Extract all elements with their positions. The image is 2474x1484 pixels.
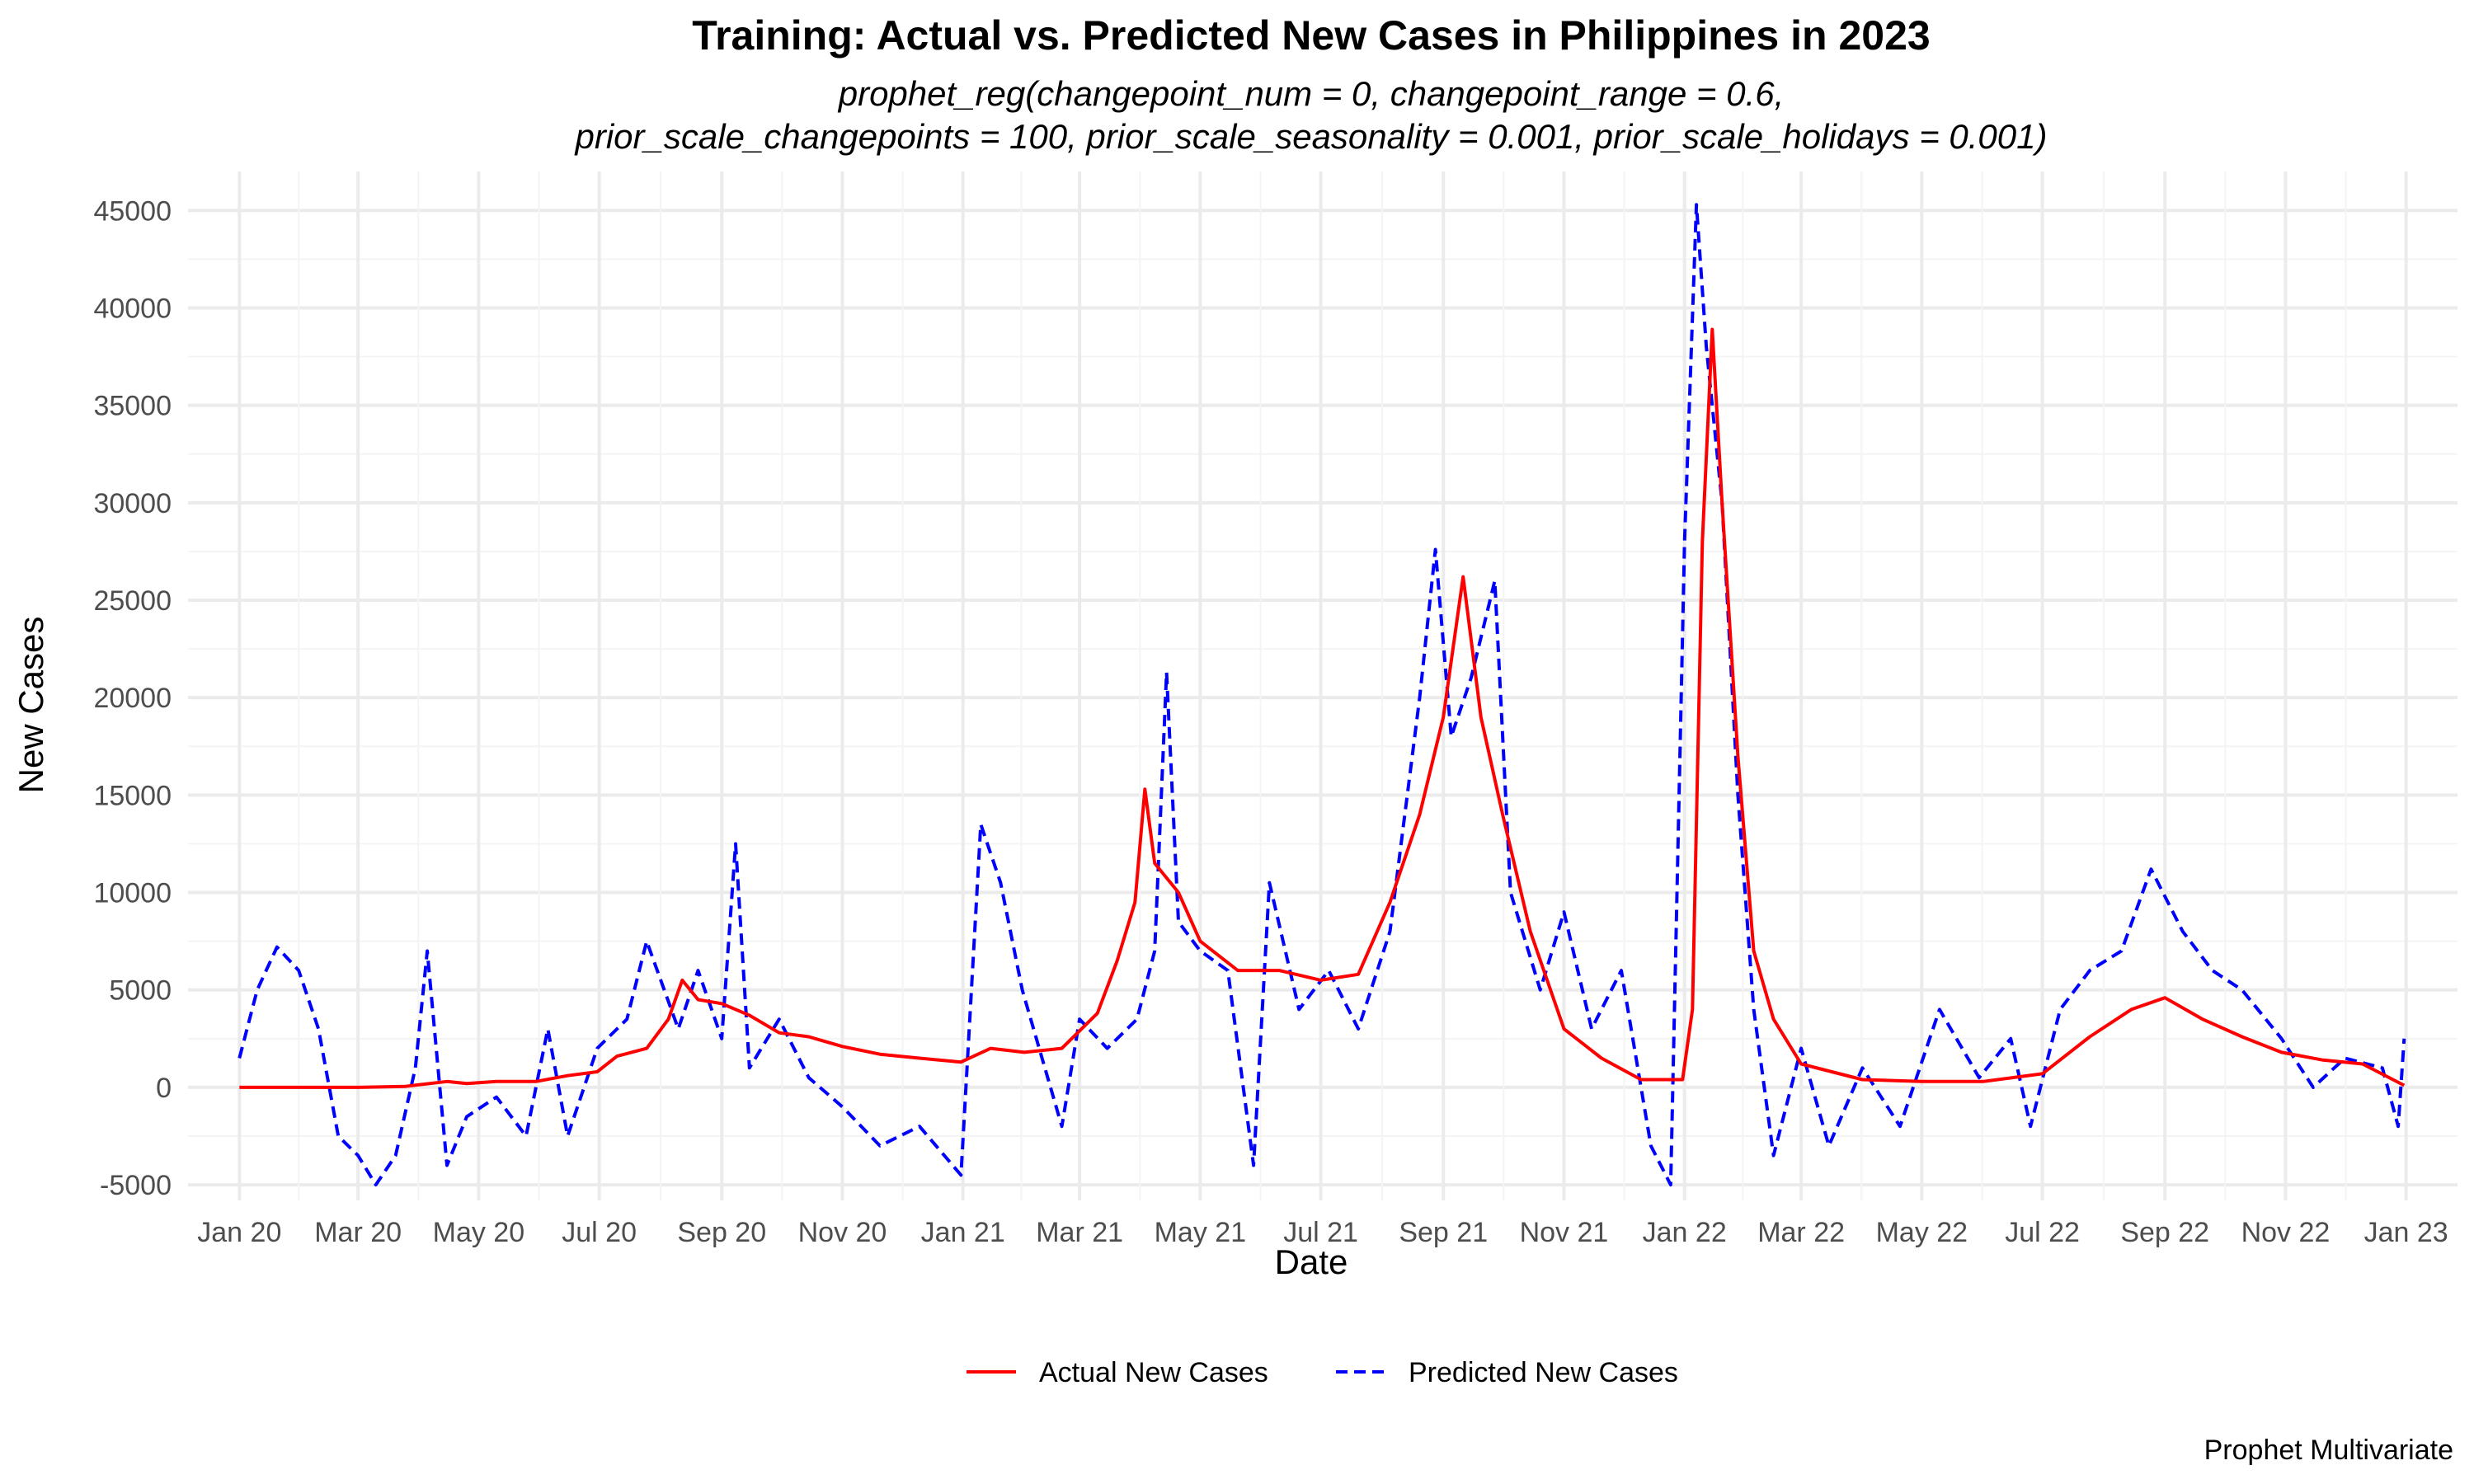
x-tick-label-10: Sep 21 bbox=[1399, 1217, 1488, 1248]
y-tick-label-1: 0 bbox=[156, 1073, 172, 1104]
x-tick-label-12: Jan 22 bbox=[1643, 1217, 1727, 1248]
y-tick-label-9: 40000 bbox=[93, 293, 172, 324]
x-tick-label-15: Jul 22 bbox=[2005, 1217, 2080, 1248]
x-tick-label-0: Jan 20 bbox=[197, 1217, 281, 1248]
series-line-0 bbox=[239, 327, 2406, 1089]
series-line-1 bbox=[238, 203, 2406, 1187]
legend-label-actual: Actual New Cases bbox=[1039, 1357, 1268, 1388]
y-tick-label-2: 5000 bbox=[109, 975, 172, 1007]
x-tick-label-1: Mar 20 bbox=[314, 1217, 402, 1248]
plot-grid bbox=[188, 171, 2458, 1200]
y-axis-title: New Cases bbox=[12, 617, 50, 794]
chart-title: Training: Actual vs. Predicted New Cases… bbox=[692, 12, 1930, 59]
y-tick-label-10: 45000 bbox=[93, 195, 172, 227]
plot-series bbox=[238, 203, 2406, 1187]
x-tick-label-9: Jul 21 bbox=[1283, 1217, 1358, 1248]
chart-subtitle-line-2: prior_scale_changepoints = 100, prior_sc… bbox=[574, 117, 2048, 156]
x-tick-label-7: Mar 21 bbox=[1036, 1217, 1123, 1248]
y-tick-label-8: 35000 bbox=[93, 391, 172, 422]
x-tick-label-4: Sep 20 bbox=[677, 1217, 766, 1248]
x-tick-label-16: Sep 22 bbox=[2120, 1217, 2209, 1248]
x-tick-label-13: Mar 22 bbox=[1757, 1217, 1845, 1248]
chart-subtitle-line-1: prophet_reg(changepoint_num = 0, changep… bbox=[837, 74, 1785, 113]
x-axis-ticks: Jan 20 Mar 20 May 20 Jul 20 Sep 20 Nov 20 Jan … bbox=[197, 1217, 2448, 1248]
y-tick-label-4: 15000 bbox=[93, 780, 172, 811]
x-tick-label-8: May 21 bbox=[1155, 1217, 1247, 1248]
legend-label-predicted: Predicted New Cases bbox=[1409, 1357, 1678, 1388]
x-tick-label-6: Jan 21 bbox=[921, 1217, 1005, 1248]
x-tick-label-18: Jan 23 bbox=[2364, 1217, 2448, 1248]
x-tick-label-14: May 22 bbox=[1876, 1217, 1968, 1248]
x-tick-label-11: Nov 21 bbox=[1520, 1217, 1609, 1248]
y-tick-label-0: -5000 bbox=[100, 1170, 172, 1201]
x-tick-label-5: Nov 20 bbox=[798, 1217, 887, 1248]
x-axis-title: Date bbox=[1275, 1242, 1348, 1281]
y-axis-ticks: -5000 0 5000 10000 15000 20000 25000 30000 35000… bbox=[93, 195, 172, 1201]
x-tick-label-17: Nov 22 bbox=[2241, 1217, 2331, 1248]
chart-caption: Prophet Multivariate bbox=[2204, 1435, 2453, 1466]
x-tick-label-2: May 20 bbox=[433, 1217, 525, 1248]
legend: Actual New Cases Predicted New Cases bbox=[967, 1357, 1678, 1388]
y-tick-label-7: 30000 bbox=[93, 488, 172, 519]
y-tick-label-5: 20000 bbox=[93, 683, 172, 714]
y-tick-label-6: 25000 bbox=[93, 585, 172, 617]
y-tick-label-3: 10000 bbox=[93, 878, 172, 909]
x-tick-label-3: Jul 20 bbox=[562, 1217, 637, 1248]
